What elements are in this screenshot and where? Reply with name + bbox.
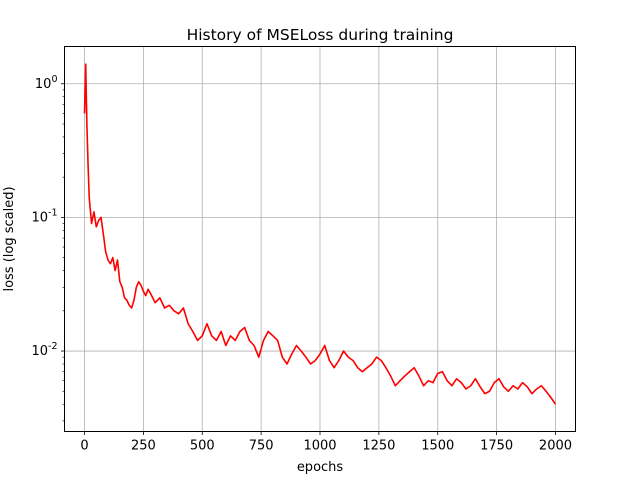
loss-series-line bbox=[83, 63, 557, 405]
x-tick-label: 2000 bbox=[539, 439, 572, 454]
y-axis-label: loss (log scaled) bbox=[2, 186, 17, 291]
x-axis: 0 250 500 750 1000 1250 1500 1750 2000 bbox=[80, 431, 572, 454]
x-tick-label: 1500 bbox=[421, 439, 454, 454]
x-tick-label: 0 bbox=[80, 439, 88, 454]
x-tick-label: 1000 bbox=[303, 439, 336, 454]
x-tick-label: 500 bbox=[190, 439, 215, 454]
x-axis-label: epochs bbox=[297, 460, 344, 475]
series-layer bbox=[83, 63, 557, 405]
chart-title: History of MSELoss during training bbox=[187, 26, 454, 44]
grid-lines bbox=[64, 46, 576, 432]
x-tick-label: 1250 bbox=[362, 439, 395, 454]
x-tick-label: 1750 bbox=[480, 439, 513, 454]
x-tick-label: 250 bbox=[131, 439, 156, 454]
x-tick-label: 750 bbox=[249, 439, 274, 454]
